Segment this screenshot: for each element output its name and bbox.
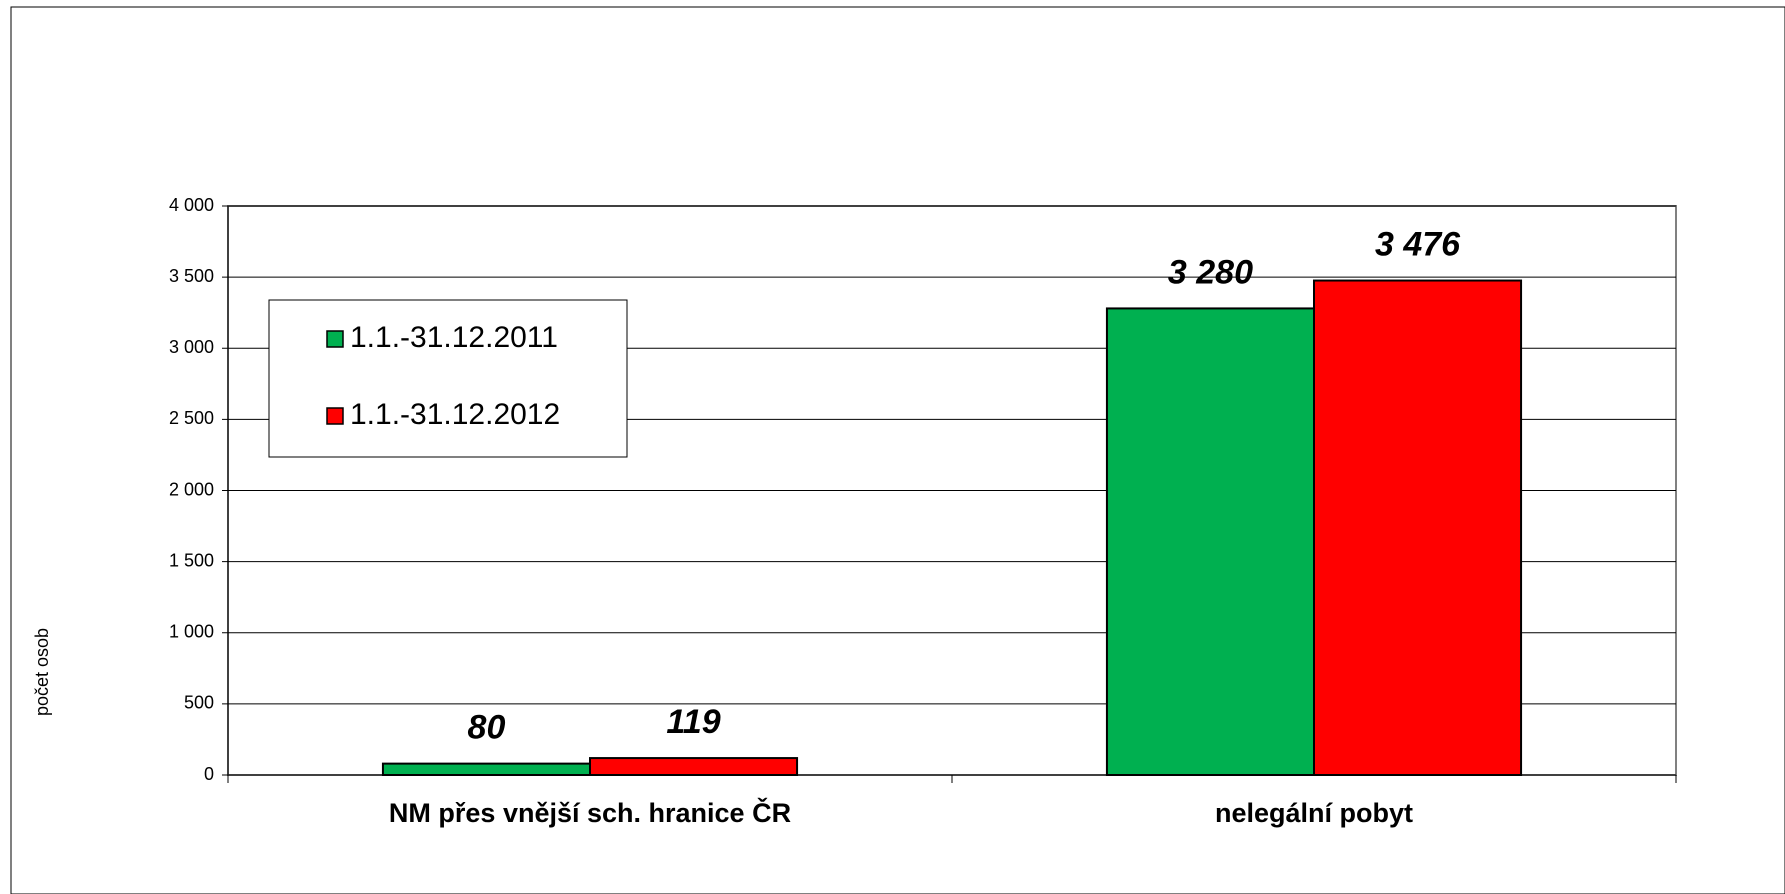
legend-swatch <box>326 407 344 425</box>
bar <box>381 762 591 776</box>
y-tick-label: 2 500 <box>169 408 214 428</box>
bar <box>589 757 799 777</box>
bar <box>1105 307 1316 776</box>
y-tick-label: 3 000 <box>169 337 214 357</box>
legend-label: 1.1.-31.12.2011 <box>350 321 558 354</box>
legend-label: 1.1.-31.12.2012 <box>350 398 560 431</box>
bar <box>1313 279 1523 776</box>
data-label: 3 280 <box>1168 253 1253 291</box>
legend-box <box>268 299 628 458</box>
y-tick-label: 3 500 <box>169 266 214 286</box>
y-tick-label: 2 000 <box>169 479 214 499</box>
data-label: 119 <box>666 703 720 741</box>
y-tick-label: 0 <box>204 764 214 784</box>
y-axis-label: počet osob <box>32 628 52 716</box>
data-label: 3 476 <box>1375 226 1461 264</box>
y-tick-label: 4 000 <box>169 195 214 215</box>
y-tick-label: 1 500 <box>169 550 214 570</box>
y-tick-label: 1 000 <box>169 622 214 642</box>
x-tick-label: nelegální pobyt <box>1215 798 1413 828</box>
legend-swatch <box>326 330 344 348</box>
x-tick-label: NM přes vnější sch. hranice ČR <box>389 797 791 828</box>
y-tick-label: 500 <box>184 693 214 713</box>
data-label: 80 <box>468 709 506 747</box>
